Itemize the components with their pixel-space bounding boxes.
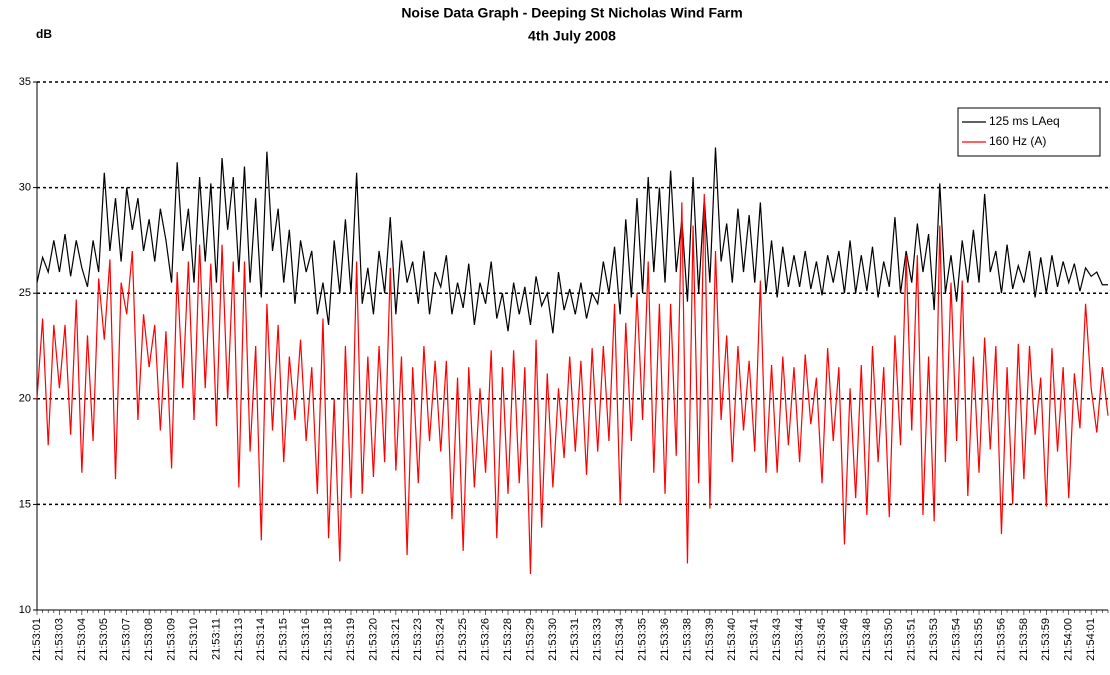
x-tick-label: 21:53:07 — [121, 618, 133, 661]
y-tick-label: 20 — [19, 393, 31, 405]
x-tick-label: 21:53:33 — [592, 618, 604, 661]
x-tick-label: 21:53:20 — [367, 618, 379, 661]
x-tick-label: 21:53:19 — [345, 618, 357, 661]
legend-box — [957, 107, 1101, 157]
x-tick-label: 21:53:34 — [614, 618, 626, 661]
legend-label: 160 Hz (A) — [989, 134, 1046, 148]
x-tick-label: 21:53:25 — [457, 618, 469, 661]
x-tick-label: 21:53:01 — [31, 618, 43, 661]
x-tick-label: 21:53:54 — [951, 618, 963, 661]
x-tick-label: 21:53:36 — [659, 618, 671, 661]
x-tick-label: 21:53:40 — [726, 618, 738, 661]
x-tick-label: 21:53:56 — [995, 618, 1007, 661]
y-tick-label: 15 — [19, 498, 31, 510]
x-tick-label: 21:53:45 — [816, 618, 828, 661]
x-tick-label: 21:53:44 — [794, 618, 806, 661]
x-tick-label: 21:53:23 — [412, 618, 424, 661]
x-tick-label: 21:53:41 — [749, 618, 761, 661]
y-tick-label: 10 — [19, 604, 31, 616]
x-tick-label: 21:53:03 — [53, 618, 65, 661]
x-tick-label: 21:53:31 — [569, 618, 581, 661]
chart-title: Noise Data Graph - Deeping St Nicholas W… — [401, 5, 742, 21]
x-tick-label: 21:53:14 — [255, 618, 267, 661]
x-tick-label: 21:53:26 — [479, 618, 491, 661]
x-tick-label: 21:53:13 — [233, 618, 245, 661]
x-tick-label: 21:53:51 — [906, 618, 918, 661]
x-tick-label: 21:53:28 — [502, 618, 514, 661]
x-tick-label: 21:54:01 — [1085, 618, 1097, 661]
x-tick-label: 21:53:29 — [524, 618, 536, 661]
x-tick-label: 21:53:35 — [636, 618, 648, 661]
series-line — [36, 193, 1109, 575]
y-tick-label: 25 — [19, 287, 31, 299]
x-tick-label: 21:53:38 — [681, 618, 693, 661]
x-tick-label: 21:53:24 — [435, 618, 447, 661]
x-tick-label: 21:54:00 — [1063, 618, 1075, 661]
x-tick-label: 21:53:18 — [322, 618, 334, 661]
x-tick-label: 21:53:43 — [771, 618, 783, 661]
legend: 125 ms LAeq 160 Hz (A) — [957, 107, 1101, 157]
x-tick-label: 21:53:58 — [1018, 618, 1030, 661]
x-tick-label: 21:53:09 — [165, 618, 177, 661]
y-tick-label: 35 — [19, 76, 31, 88]
x-tick-label: 21:53:39 — [704, 618, 716, 661]
y-tick-label: 30 — [19, 182, 31, 194]
x-tick-label: 21:53:15 — [278, 618, 290, 661]
x-tick-label: 21:53:21 — [390, 618, 402, 661]
x-tick-label: 21:53:53 — [928, 618, 940, 661]
x-tick-label: 21:53:46 — [838, 618, 850, 661]
x-tick-label: 21:53:50 — [883, 618, 895, 661]
x-tick-label: 21:53:11 — [210, 618, 222, 660]
x-tick-label: 21:53:08 — [143, 618, 155, 661]
legend-label: 125 ms LAeq — [989, 114, 1060, 128]
x-tick-label: 21:53:30 — [547, 618, 559, 661]
series-line — [36, 147, 1108, 334]
y-axis-label: dB — [36, 27, 52, 41]
x-tick-label: 21:53:16 — [300, 618, 312, 661]
x-tick-label: 21:53:04 — [76, 618, 88, 661]
x-tick-label: 21:53:10 — [188, 618, 200, 661]
chart-subtitle: 4th July 2008 — [528, 28, 616, 44]
x-tick-label: 21:53:48 — [861, 618, 873, 661]
x-tick-label: 21:53:05 — [98, 618, 110, 661]
x-tick-label: 21:53:55 — [973, 618, 985, 661]
x-tick-label: 21:53:59 — [1040, 618, 1052, 661]
